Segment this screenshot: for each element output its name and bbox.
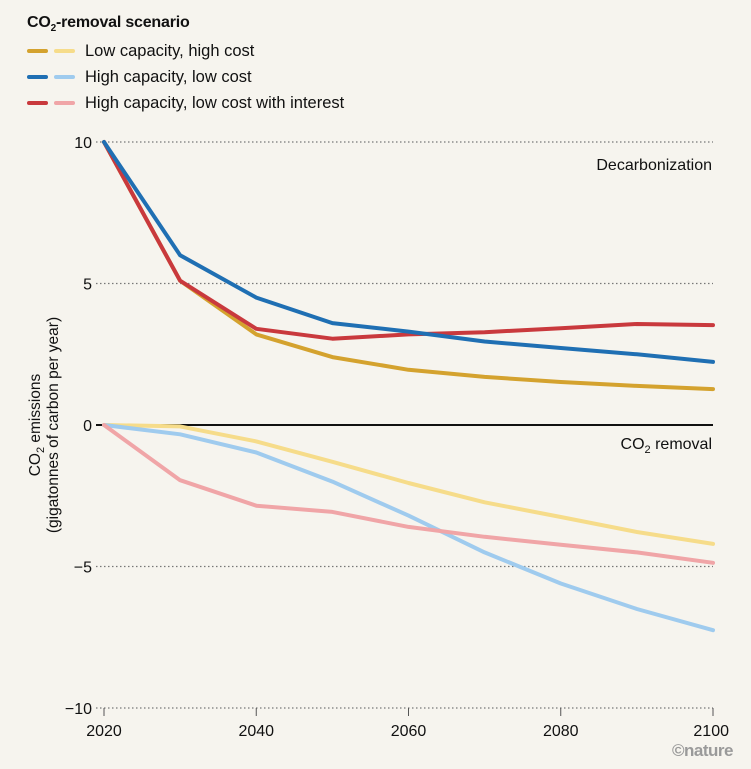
series-line-1 xyxy=(102,140,715,364)
x-tick-label: 2040 xyxy=(238,723,274,740)
legend-item-low-capacity-high-cost: Low capacity, high cost xyxy=(27,38,344,64)
series-line-5 xyxy=(102,423,715,565)
series-lines xyxy=(102,140,715,633)
annotation-decarbonization: Decarbonization xyxy=(596,157,712,174)
y-tick-label: −10 xyxy=(65,701,92,718)
legend-title: CO2-removal scenario xyxy=(27,14,190,35)
y-tick-label: 5 xyxy=(83,277,92,294)
nature-credit: ©nature xyxy=(672,741,733,760)
legend-item-high-capacity-low-cost-interest: High capacity, low cost with interest xyxy=(27,90,344,116)
legend-label: High capacity, low cost xyxy=(85,67,252,86)
x-tick-label: 2020 xyxy=(86,723,122,740)
legend-swatch-light xyxy=(54,101,75,106)
x-axis: 2020 2040 2060 2080 2100 xyxy=(86,708,729,740)
y-tick-label: −5 xyxy=(74,560,92,577)
series-line-2 xyxy=(102,140,715,341)
y-axis-label-line1: CO2 emissions xyxy=(27,373,47,476)
y-tick-label: 10 xyxy=(74,135,92,152)
legend-swatch-light xyxy=(54,75,75,80)
y-axis-label: CO2 emissions (gigatonnes of carbon per … xyxy=(27,317,62,533)
legend-item-high-capacity-low-cost: High capacity, low cost xyxy=(27,64,344,90)
legend-swatch-dark xyxy=(27,75,48,80)
legend-swatch-light xyxy=(54,49,75,54)
x-tick-label: 2100 xyxy=(693,723,729,740)
legend: CO2-removal scenario Low capacity, high … xyxy=(27,14,344,116)
legend-label: Low capacity, high cost xyxy=(85,41,255,60)
x-tick-label: 2060 xyxy=(391,723,427,740)
grid xyxy=(96,141,713,709)
annotation-co2-removal: CO2 removal xyxy=(621,436,712,456)
y-tick-label: 0 xyxy=(83,418,92,435)
series-line-4 xyxy=(102,423,715,633)
x-tick-label: 2080 xyxy=(543,723,579,740)
legend-label: High capacity, low cost with interest xyxy=(85,93,345,112)
legend-swatch-dark xyxy=(27,101,48,106)
legend-swatch-dark xyxy=(27,49,48,54)
y-axis-label-line2: (gigatonnes of carbon per year) xyxy=(45,317,62,533)
series-line-3 xyxy=(102,423,715,546)
y-axis: 10 5 0 −5 −10 xyxy=(65,135,92,718)
